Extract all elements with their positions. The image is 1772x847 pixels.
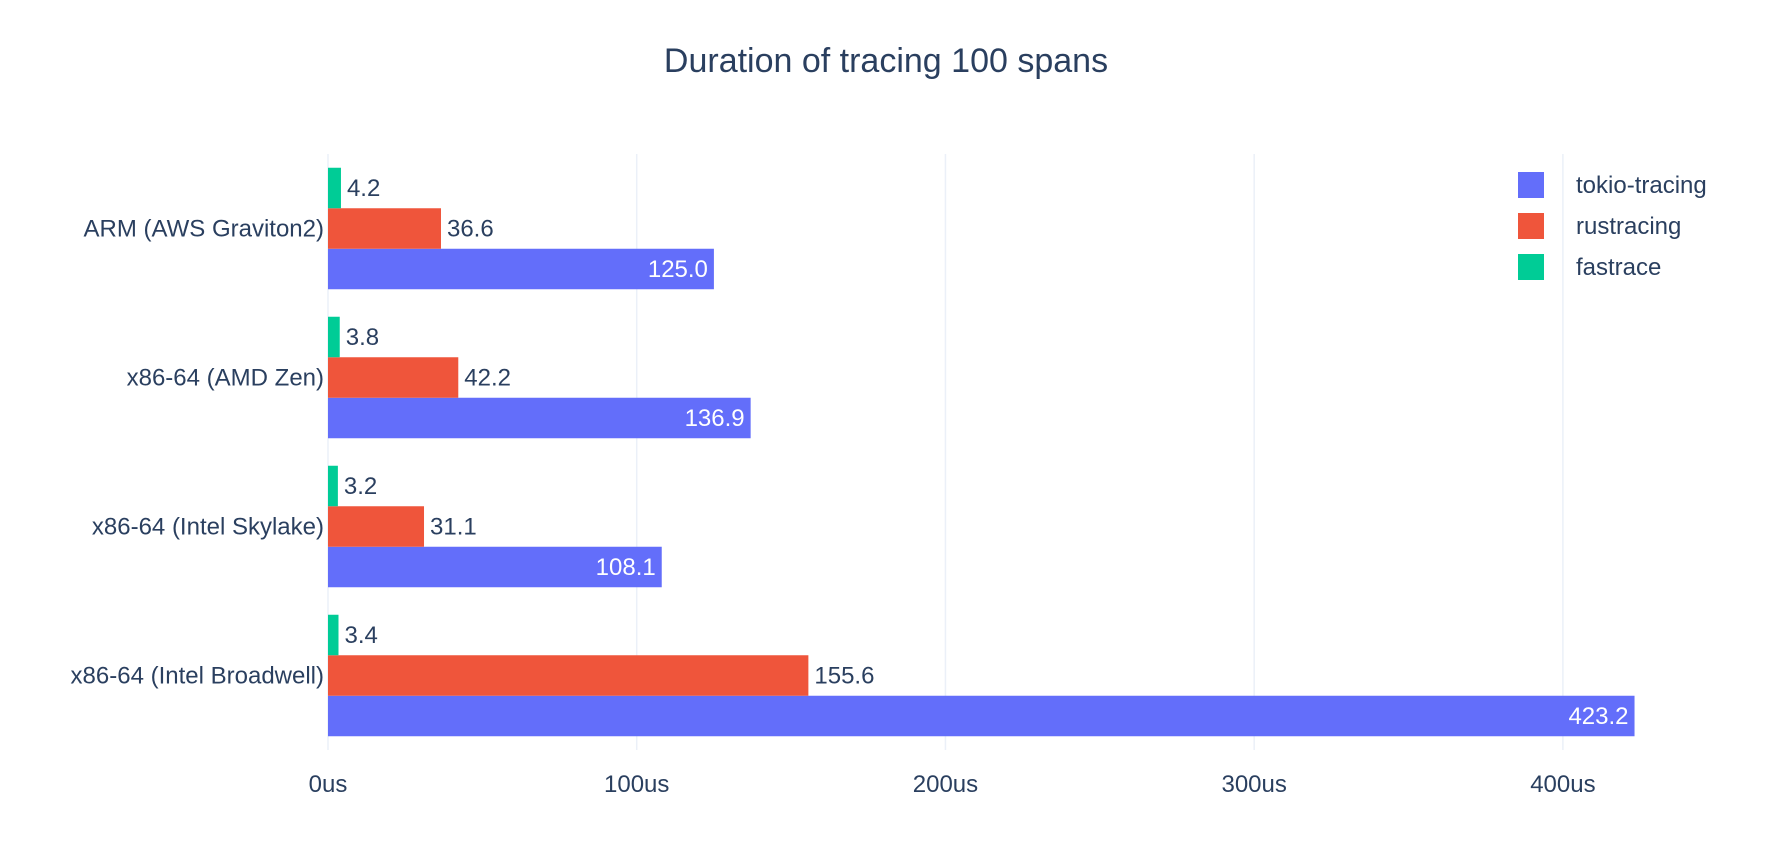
legend[interactable]: tokio-tracing rustracing fastrace	[1518, 172, 1707, 281]
bar-tokio-tracing[interactable]	[328, 695, 1635, 737]
bar-fastrace[interactable]	[328, 614, 339, 656]
bar-rustracing[interactable]	[328, 357, 459, 398]
bar-fastrace[interactable]	[328, 465, 338, 507]
y-tick-label: x86-64 (Intel Skylake)	[92, 514, 324, 541]
data-label: 42.2	[464, 365, 511, 392]
y-tick-label: x86-64 (AMD Zen)	[127, 365, 324, 392]
data-label: 108.1	[596, 554, 656, 581]
data-labels: 125.0 36.6 4.2 136.9 42.2 3.8 108.1 31.1 3.2 423.…	[344, 175, 1629, 730]
x-tick-label: 100us	[604, 771, 669, 798]
bar-tokio-tracing[interactable]	[328, 397, 751, 439]
y-axis: ARM (AWS Graviton2) x86-64 (AMD Zen) x86-6…	[71, 216, 324, 690]
bar-rustracing[interactable]	[328, 208, 441, 249]
data-label: 4.2	[347, 175, 380, 202]
x-tick-label: 200us	[913, 771, 978, 798]
bars	[328, 167, 1635, 737]
x-tick-label: 400us	[1530, 771, 1595, 798]
bar-tokio-tracing[interactable]	[328, 546, 662, 588]
data-label: 3.8	[346, 324, 379, 351]
data-label: 136.9	[685, 405, 745, 432]
bar-rustracing[interactable]	[328, 506, 425, 547]
legend-swatch[interactable]	[1518, 213, 1544, 239]
x-tick-label: 0us	[309, 771, 348, 798]
data-label: 3.4	[344, 622, 377, 649]
data-label: 36.6	[447, 216, 494, 243]
bar-fastrace[interactable]	[328, 167, 341, 209]
data-label: 155.6	[814, 663, 874, 690]
y-tick-label: x86-64 (Intel Broadwell)	[71, 663, 324, 690]
bar-rustracing[interactable]	[328, 655, 809, 696]
y-tick-label: ARM (AWS Graviton2)	[84, 216, 324, 243]
legend-label[interactable]: tokio-tracing	[1576, 172, 1707, 199]
bar-fastrace[interactable]	[328, 316, 340, 358]
data-label: 31.1	[430, 514, 477, 541]
x-tick-label: 300us	[1221, 771, 1286, 798]
data-label: 3.2	[344, 473, 377, 500]
data-label: 125.0	[648, 256, 708, 283]
chart-title: Duration of tracing 100 spans	[664, 42, 1108, 80]
legend-label[interactable]: fastrace	[1576, 254, 1661, 281]
legend-swatch[interactable]	[1518, 254, 1544, 280]
legend-label[interactable]: rustracing	[1576, 213, 1681, 240]
legend-swatch[interactable]	[1518, 172, 1544, 198]
x-axis: 0us 100us 200us 300us 400us	[309, 771, 1596, 798]
bar-tokio-tracing[interactable]	[328, 248, 714, 290]
data-label: 423.2	[1568, 703, 1628, 730]
